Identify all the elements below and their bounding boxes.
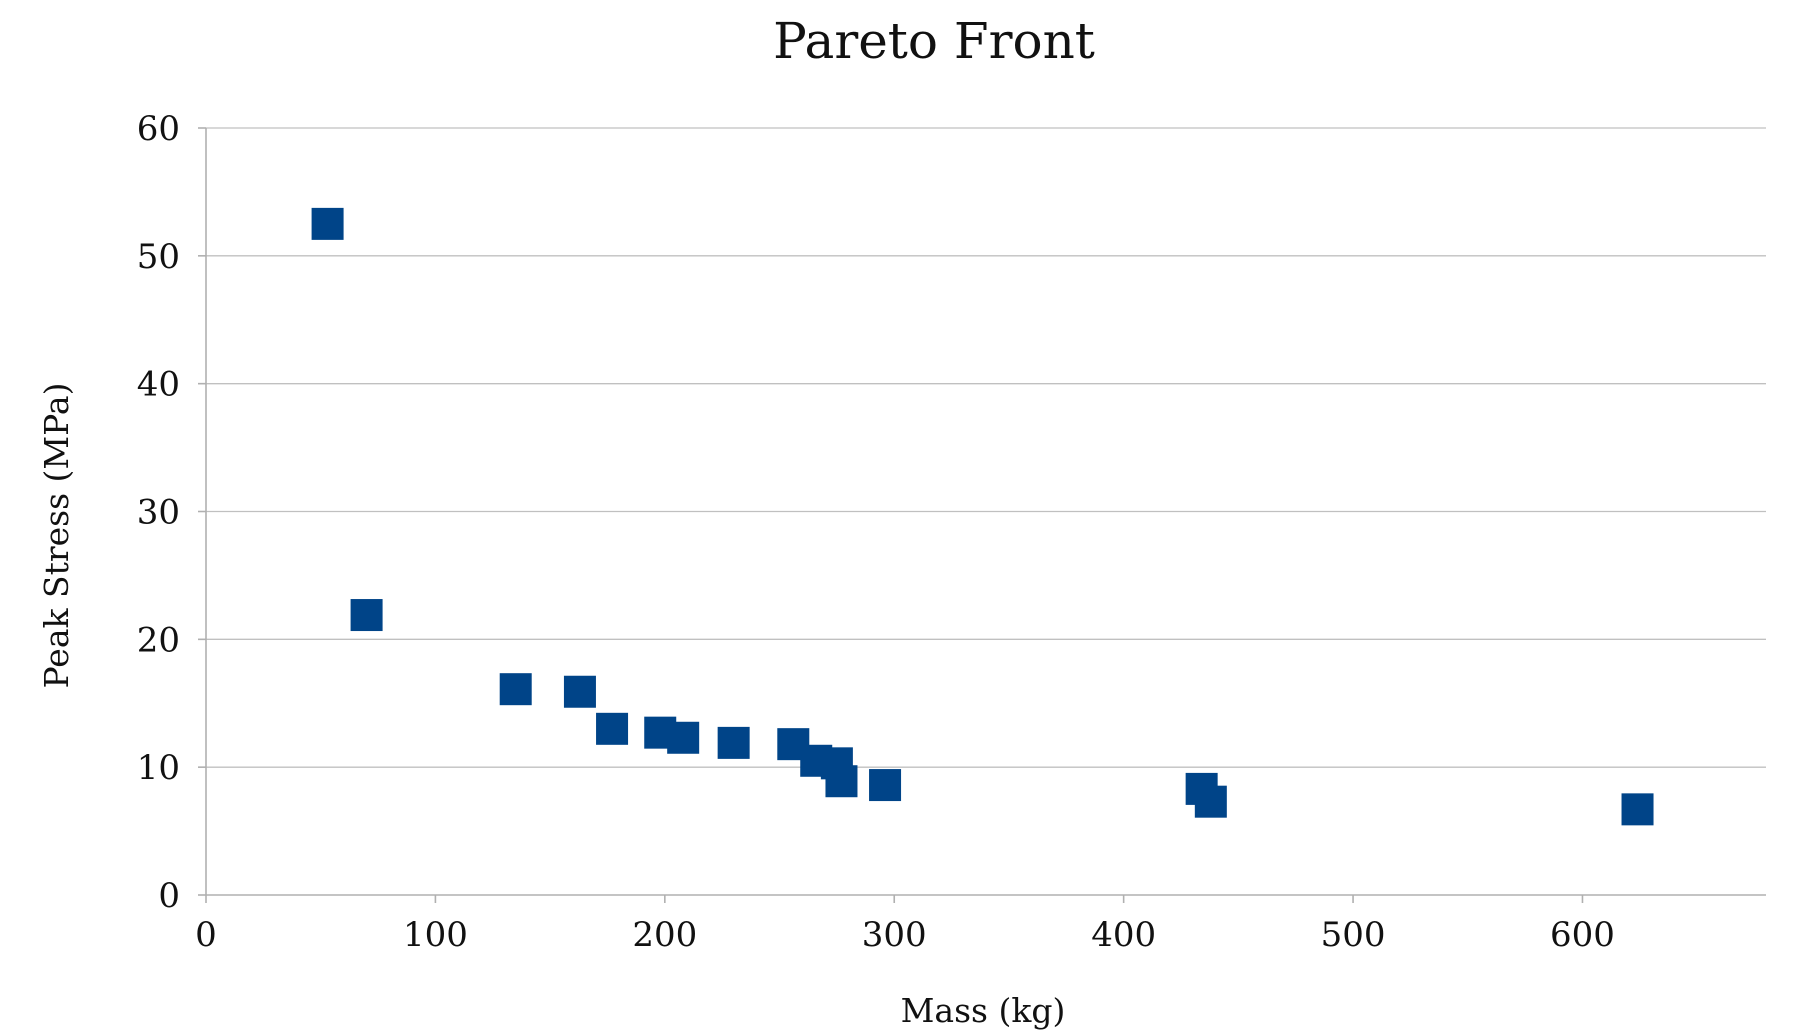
y-tick-label: 40 [137, 365, 180, 405]
x-tick-label: 400 [1091, 915, 1156, 955]
chart-title: Pareto Front [773, 12, 1095, 70]
x-tick-label: 300 [862, 915, 927, 955]
data-points-layer [311, 207, 1654, 826]
x-tick-label: 200 [632, 915, 697, 955]
y-tick-label: 0 [158, 876, 180, 916]
y-axis-title: Peak Stress (MPa) [37, 383, 76, 689]
data-point-marker [311, 207, 344, 240]
data-point-marker [1621, 793, 1654, 826]
data-point-marker [499, 673, 532, 706]
x-tick-label: 500 [1321, 915, 1386, 955]
data-point-marker [350, 599, 383, 632]
y-tick-label: 50 [137, 237, 180, 277]
data-point-marker [596, 712, 629, 745]
y-tick-label: 30 [137, 493, 180, 533]
x-tick-label: 600 [1550, 915, 1615, 955]
y-tick-label: 10 [137, 748, 180, 788]
data-point-marker [563, 675, 596, 708]
x-tick-label: 100 [403, 915, 468, 955]
x-tick-label: 0 [195, 915, 217, 955]
grid-layer [206, 127, 1766, 768]
y-tick-label: 20 [137, 620, 180, 660]
data-point-marker [667, 721, 700, 754]
data-point-marker [825, 765, 858, 798]
y-tick-label: 60 [137, 109, 180, 149]
x-axis-title: Mass (kg) [901, 991, 1066, 1030]
data-point-marker [717, 726, 750, 759]
data-point-marker [1194, 785, 1227, 818]
data-point-marker [869, 769, 902, 802]
